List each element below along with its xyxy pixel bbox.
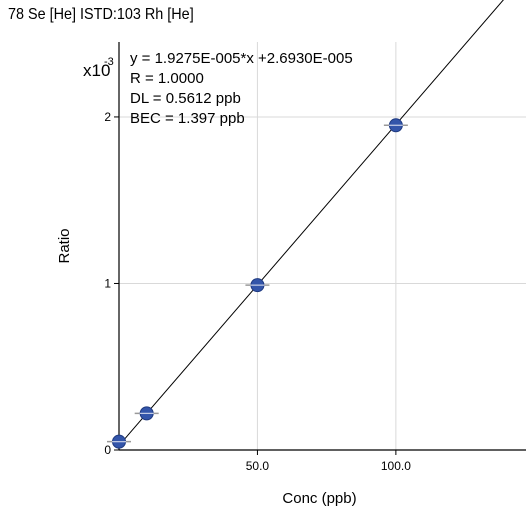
fit-line <box>118 0 504 446</box>
tick-labels: 50.0 100.0 0 1 2 <box>104 110 411 473</box>
fit-annotation: BEC = 1.397 ppb <box>130 110 245 127</box>
x-tick-label: 100.0 <box>381 459 411 473</box>
fit-annotation: DL = 0.5612 ppb <box>130 90 241 107</box>
grid-lines <box>119 42 526 450</box>
x-tick-label: 50.0 <box>246 459 270 473</box>
fit-annotation: y = 1.9275E-005*x +2.6930E-005 <box>130 50 353 67</box>
chart-title: 78 Se [He] ISTD:103 Rh [He] <box>8 6 194 23</box>
axes <box>118 42 526 451</box>
fit-line-group <box>118 0 504 446</box>
fit-annotation: R = 1.0000 <box>130 70 204 87</box>
y-tick-label: 0 <box>104 443 111 457</box>
axis-labels: x10-3 Conc (ppb) Ratio <box>56 56 357 507</box>
y-tick-label: 2 <box>104 110 111 124</box>
data-points <box>107 118 408 449</box>
annotations: y = 1.9275E-005*x +2.6930E-005 R = 1.0000… <box>130 50 353 127</box>
x-axis-label: Conc (ppb) <box>282 490 356 507</box>
y-tick-label: 1 <box>104 276 111 290</box>
y-axis-label: Ratio <box>56 228 73 263</box>
y-multiplier-exponent: -3 <box>104 56 114 68</box>
y-multiplier: x10 <box>83 61 110 80</box>
